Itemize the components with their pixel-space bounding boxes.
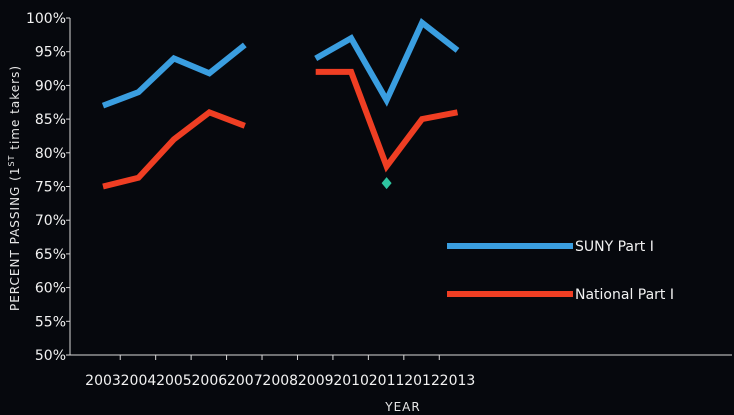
- y-tick-label: 70%: [35, 213, 66, 229]
- series-line-national: [316, 72, 458, 166]
- series-line-suny: [316, 23, 458, 101]
- y-tick-label: 65%: [35, 247, 66, 263]
- y-tick-label: 100%: [26, 11, 66, 27]
- legend-label-suny: SUNY Part I: [575, 239, 654, 255]
- x-tick-label: 2012: [404, 373, 440, 389]
- diamond-marker: [382, 177, 392, 189]
- series-lines: [103, 23, 458, 187]
- y-tick-label: 55%: [35, 314, 66, 330]
- y-axis-title: PERCENT PASSING (1ST time takers): [7, 65, 22, 311]
- y-tick-label: 60%: [35, 281, 66, 297]
- x-tick-label: 2005: [156, 373, 192, 389]
- x-tick-label: 2007: [227, 373, 263, 389]
- y-tick-label: 85%: [35, 112, 66, 128]
- x-tick-label: 2013: [440, 373, 476, 389]
- svg-text:PERCENT PASSING (1ST time take: PERCENT PASSING (1ST time takers): [7, 65, 22, 311]
- legend: SUNY Part I National Part I: [447, 239, 674, 303]
- y-tick-label: 50%: [35, 348, 66, 364]
- x-tick-label: 2006: [192, 373, 228, 389]
- y-axis-title-tail: time takers): [8, 65, 22, 155]
- y-tick-label: 75%: [35, 180, 66, 196]
- y-tick-label: 95%: [35, 45, 66, 61]
- y-tick-labels: 50% 55% 60% 65% 70% 75% 80% 85% 90% 95% 100%: [26, 11, 70, 364]
- y-axis-title-sup: ST: [7, 155, 16, 167]
- x-axis-title: YEAR: [384, 400, 420, 414]
- series-line-suny: [103, 45, 245, 106]
- marker-layer: [382, 177, 392, 189]
- y-tick-label: 80%: [35, 146, 66, 162]
- x-tick-label: 2011: [369, 373, 405, 389]
- x-tick-labels: 2003 2004 2005 2006 2007 2008 2009 2010 2011 2012…: [85, 355, 475, 389]
- legend-label-national: National Part I: [575, 287, 674, 303]
- series-line-national: [103, 112, 245, 186]
- x-tick-label: 2003: [85, 373, 121, 389]
- x-tick-label: 2010: [333, 373, 369, 389]
- x-tick-label: 2004: [121, 373, 157, 389]
- y-axis-title-main: PERCENT PASSING (1: [8, 167, 22, 312]
- x-tick-label: 2009: [298, 373, 334, 389]
- y-tick-label: 90%: [35, 78, 66, 94]
- x-tick-label: 2008: [262, 373, 298, 389]
